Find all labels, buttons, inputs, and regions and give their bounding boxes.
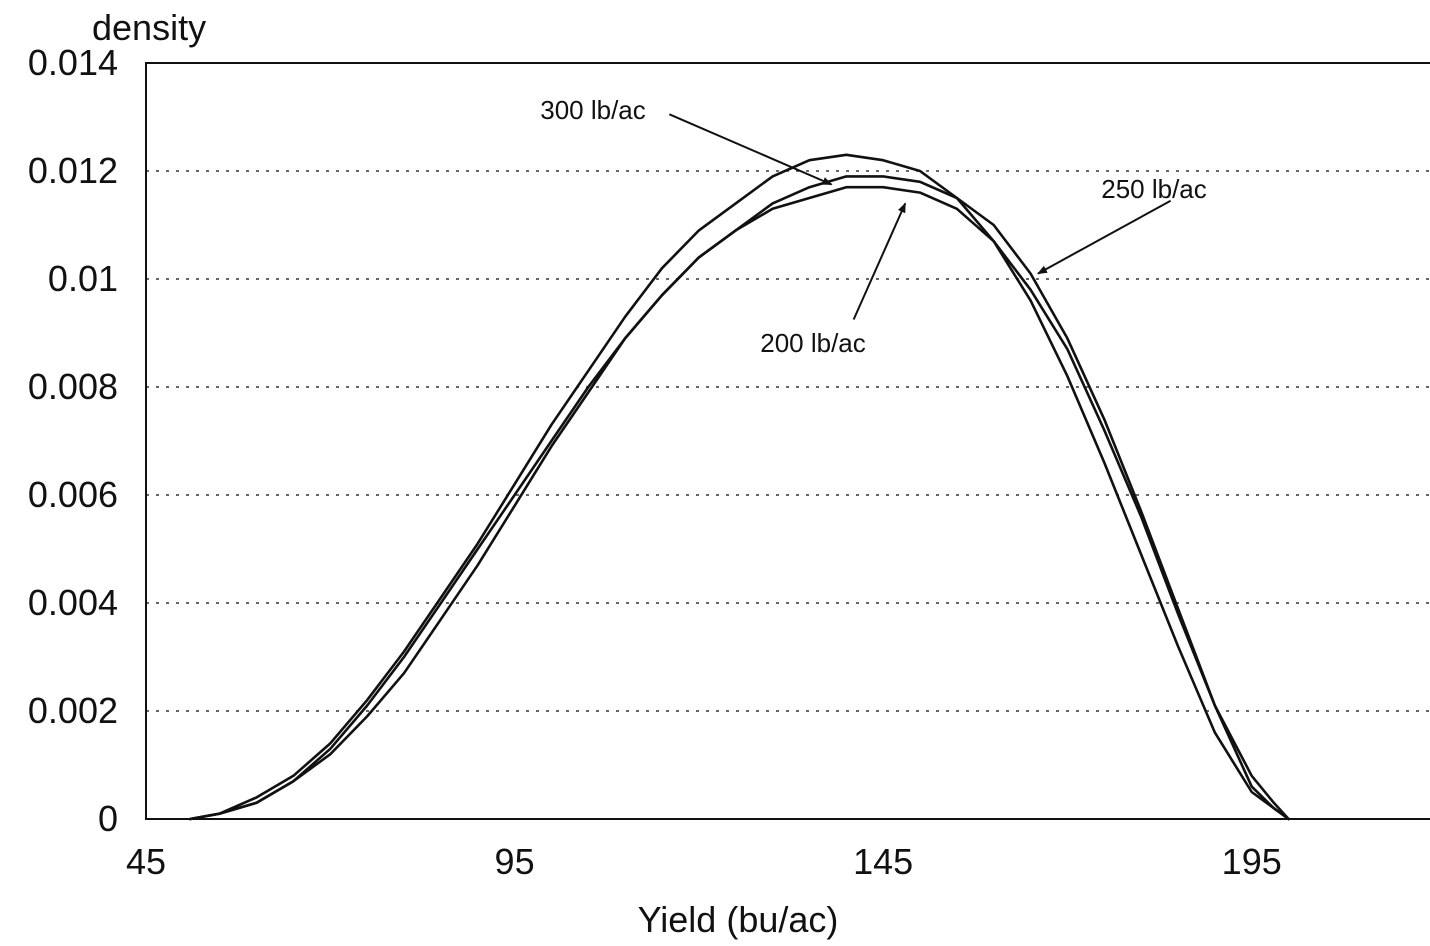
annotation-arrow — [668, 113, 833, 186]
y-tick-label: 0.008 — [28, 366, 118, 407]
annotation-label: 250 lb/ac — [1101, 174, 1207, 204]
annotation-arrow — [852, 202, 907, 320]
x-tick-label: 145 — [853, 841, 913, 882]
gridlines — [146, 170, 1430, 712]
x-tick-label: 45 — [126, 841, 166, 882]
y-tick-labels: 0 0.002 0.004 0.006 0.008 0.01 0.012 0.014 — [28, 42, 118, 839]
y-axis-title: density — [92, 7, 206, 48]
series-line-300-lb-ac — [188, 153, 1290, 821]
x-axis-title: Yield (bu/ac) — [638, 899, 839, 940]
annotation-label: 300 lb/ac — [540, 95, 646, 125]
x-tick-labels: 45 95 145 195 — [126, 841, 1282, 882]
series-line-250-lb-ac — [188, 175, 1290, 821]
annotation-label: 200 lb/ac — [760, 328, 866, 358]
series-lines — [188, 153, 1290, 821]
x-tick-label: 195 — [1222, 841, 1282, 882]
y-tick-label: 0.014 — [28, 42, 118, 83]
y-tick-label: 0.01 — [48, 258, 118, 299]
annotations: 300 lb/ac 250 lb/ac 200 lb/ac — [540, 95, 1207, 358]
x-tick-label: 95 — [495, 841, 535, 882]
y-tick-label: 0.006 — [28, 474, 118, 515]
y-tick-label: 0 — [98, 798, 118, 839]
y-tick-label: 0.004 — [28, 582, 118, 623]
y-tick-label: 0.012 — [28, 150, 118, 191]
annotation-arrow — [1037, 199, 1172, 275]
plot-area-frame — [145, 62, 1430, 820]
y-tick-label: 0.002 — [28, 690, 118, 731]
series-line-200-lb-ac — [188, 185, 1290, 821]
